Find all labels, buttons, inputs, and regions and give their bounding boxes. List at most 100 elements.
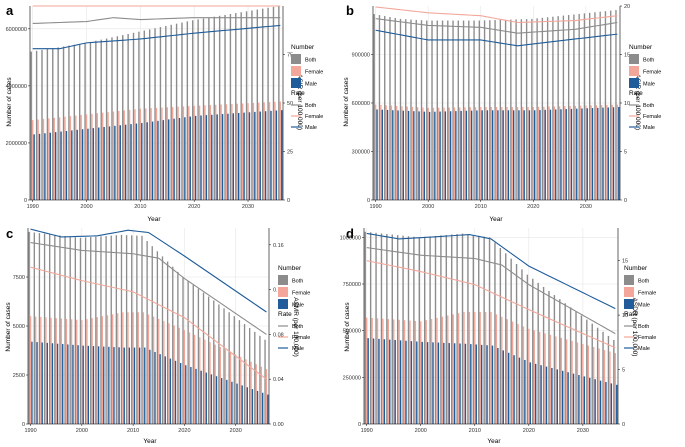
bar-male-2022	[195, 368, 197, 424]
bar-male-2035	[610, 383, 613, 424]
x-tick-label: 2020	[527, 204, 539, 210]
bar-both-2034	[604, 11, 607, 201]
bar-both-2032	[256, 9, 259, 200]
bar-both-2006	[457, 20, 459, 200]
bar-male-2010	[475, 344, 477, 424]
bar-male-2030	[248, 112, 251, 200]
bar-male-2029	[243, 112, 245, 200]
bar-male-1998	[418, 111, 420, 200]
bar-male-1999	[416, 341, 418, 424]
bar-both-2004	[105, 38, 108, 200]
bar-both-1998	[415, 19, 417, 200]
bar-male-2017	[518, 110, 520, 200]
legend-title-rate: Rate	[291, 90, 305, 97]
legend-rate-label-female: Female	[292, 335, 310, 341]
bar-both-1999	[78, 43, 81, 200]
legend-title-number: Number	[629, 44, 653, 51]
bar-female-2001	[425, 320, 427, 424]
bar-female-1994	[395, 105, 398, 200]
bar-female-1992	[42, 118, 45, 200]
bar-female-2010	[474, 312, 476, 424]
bar-female-2028	[571, 340, 573, 424]
bar-both-2008	[468, 20, 470, 200]
bar-both-2007	[122, 35, 124, 200]
bar-female-2018	[173, 325, 175, 424]
legend-title-number: Number	[624, 265, 648, 272]
bar-male-1996	[65, 130, 68, 200]
bar-both-2015	[504, 19, 507, 200]
bar-female-2032	[245, 359, 247, 424]
bar-male-2028	[226, 379, 228, 424]
left-tick-label: 750000	[343, 282, 361, 288]
bar-both-2011	[478, 235, 480, 424]
bar-both-2011	[143, 30, 145, 200]
bar-female-2010	[139, 108, 142, 200]
bar-female-2014	[501, 107, 503, 200]
bar-female-2013	[495, 107, 498, 200]
bar-female-2029	[229, 351, 232, 424]
bar-both-2023	[542, 286, 545, 424]
x-tick-label: 2000	[80, 204, 92, 210]
bar-male-2031	[241, 385, 243, 424]
bar-male-2020	[194, 115, 197, 200]
bar-female-2031	[587, 345, 589, 424]
bar-male-2022	[205, 115, 208, 200]
bar-both-1996	[405, 19, 407, 200]
bar-female-1994	[387, 319, 390, 424]
bar-both-2029	[228, 312, 230, 424]
bar-male-2016	[512, 110, 515, 200]
bar-both-2030	[580, 315, 583, 424]
bar-both-2016	[170, 24, 172, 201]
legend-label-male: Male	[292, 303, 304, 309]
bar-female-2017	[177, 106, 179, 200]
bar-female-2034	[606, 104, 608, 200]
bar-female-2032	[258, 102, 260, 200]
bar-male-2011	[138, 347, 141, 424]
bar-both-1999	[413, 236, 415, 424]
bar-both-1994	[394, 17, 396, 200]
bar-male-2014	[502, 110, 504, 200]
bar-male-2016	[164, 356, 166, 424]
bar-male-1991	[381, 109, 383, 200]
bar-both-2003	[434, 235, 437, 424]
bar-male-1996	[407, 110, 410, 200]
bar-male-2004	[103, 346, 105, 424]
panel-label-d: d	[346, 226, 354, 241]
bar-female-2017	[511, 321, 514, 424]
bar-both-2002	[436, 20, 438, 200]
bar-male-2027	[232, 113, 235, 200]
bar-female-2014	[161, 107, 163, 200]
legend-rate-label-both: Both	[292, 324, 303, 330]
bar-both-2010	[138, 31, 140, 201]
bar-female-2012	[484, 312, 487, 424]
bar-male-2031	[254, 111, 256, 200]
bar-male-2015	[168, 119, 170, 200]
bar-both-2000	[84, 43, 86, 201]
bar-male-2022	[540, 365, 542, 424]
bar-both-2012	[489, 20, 491, 200]
bar-male-2027	[570, 108, 573, 200]
bar-male-2005	[448, 343, 450, 424]
bar-both-2013	[488, 237, 491, 424]
bar-both-1995	[57, 47, 59, 200]
x-tick-label: 2030	[580, 204, 592, 210]
bar-male-2032	[597, 107, 599, 200]
bar-female-2005	[447, 315, 449, 424]
bar-female-2028	[224, 349, 227, 424]
bar-both-2022	[537, 282, 539, 424]
rate-line-both	[375, 18, 618, 34]
bar-both-2021	[187, 280, 189, 424]
legend-swatch-female	[278, 287, 288, 297]
bar-male-2012	[486, 345, 488, 424]
bar-female-2008	[122, 312, 124, 424]
rate-line-both	[32, 17, 281, 25]
bar-both-2002	[90, 237, 92, 424]
bar-female-2036	[614, 353, 617, 424]
bar-female-1992	[376, 318, 379, 424]
bar-male-2005	[455, 111, 457, 200]
x-tick-label: 2000	[415, 428, 427, 434]
bar-male-2035	[612, 107, 615, 200]
legend-swatch-both	[629, 54, 639, 64]
bar-female-1992	[385, 105, 387, 200]
bar-male-1990	[33, 134, 35, 200]
